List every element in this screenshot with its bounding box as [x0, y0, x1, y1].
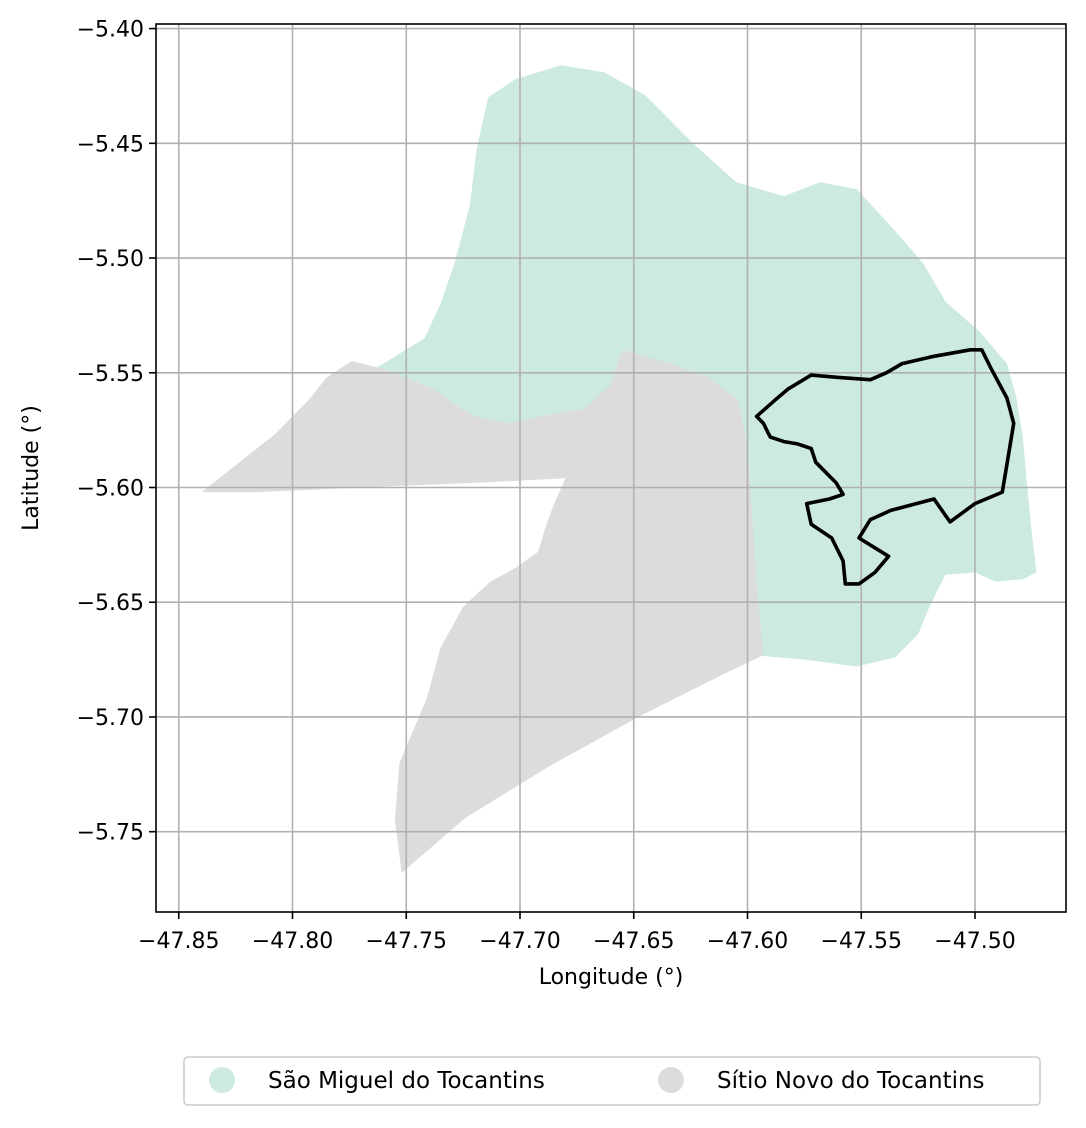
x-axis: −47.85 −47.80 −47.75 −47.70 −47.65 −47.60 −47.… — [138, 912, 1016, 954]
y-tick-label: −5.55 — [77, 362, 144, 387]
legend: São Miguel do Tocantins Sítio Novo do To… — [183, 1056, 1041, 1106]
gridlines — [156, 24, 1066, 912]
legend-label-sitio-novo: Sítio Novo do Tocantins — [717, 1068, 985, 1094]
y-tick-label: −5.65 — [77, 591, 144, 616]
x-tick-label: −47.50 — [934, 929, 1015, 954]
legend-label-sao-miguel: São Miguel do Tocantins — [268, 1068, 545, 1094]
y-tick-label: −5.75 — [77, 821, 144, 846]
x-tick-label: −47.60 — [707, 929, 788, 954]
x-axis-label: Longitude (°) — [539, 965, 684, 990]
x-tick-label: −47.65 — [593, 929, 674, 954]
y-tick-label: −5.60 — [77, 477, 144, 502]
x-tick-label: −47.80 — [252, 929, 333, 954]
y-tick-label: −5.40 — [77, 18, 144, 43]
y-axis-label: Latitude (°) — [19, 405, 44, 531]
y-tick-label: −5.70 — [77, 706, 144, 731]
x-tick-label: −47.55 — [821, 929, 902, 954]
y-tick-label: −5.45 — [77, 132, 144, 157]
outline-layer — [754, 347, 1016, 586]
x-tick-label: −47.75 — [366, 929, 447, 954]
x-tick-label: −47.70 — [479, 929, 560, 954]
legend-frame — [183, 1056, 1041, 1106]
y-tick-label: −5.50 — [77, 247, 144, 272]
axes-frame — [155, 23, 1067, 913]
sitio-novo-region — [201, 349, 764, 873]
legend-marker-sao-miguel — [209, 1067, 235, 1093]
legend-marker-sitio-novo — [658, 1067, 684, 1093]
x-tick-label: −47.85 — [138, 929, 219, 954]
highlighted-area-outline — [754, 347, 1016, 586]
y-axis: −5.40 −5.45 −5.50 −5.55 −5.60 −5.65 −5.70 −5.75 — [77, 18, 156, 846]
